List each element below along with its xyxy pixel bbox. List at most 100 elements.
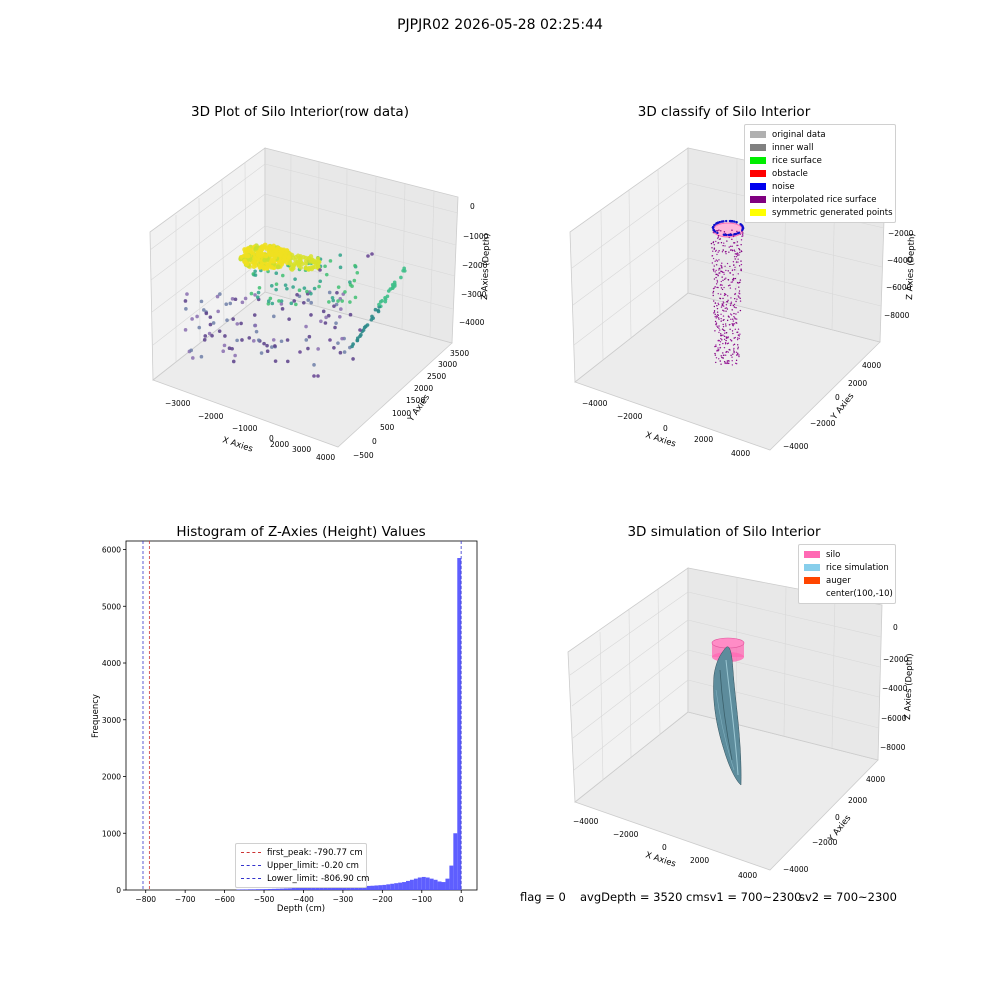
scatter-point	[723, 286, 725, 289]
scatter-point	[189, 348, 193, 353]
scatter-point	[731, 324, 734, 326]
legend-label: Lower_limit: -806.90 cm	[267, 873, 370, 884]
scatter-point	[312, 363, 316, 367]
scatter-point	[348, 280, 352, 284]
scatter-point	[735, 300, 737, 303]
scatter-point	[717, 339, 720, 342]
scatter-point	[355, 270, 360, 275]
histogram-title: Histogram of Z-Axies (Height) Values	[176, 524, 426, 540]
scatter-point	[721, 251, 724, 253]
scatter-point	[732, 304, 735, 307]
scatter-point	[277, 299, 281, 303]
scatter-point	[723, 330, 726, 332]
scatter-point	[731, 360, 733, 362]
scatter-point	[711, 247, 713, 249]
scatter-point	[729, 338, 732, 341]
scatter-point	[327, 300, 331, 304]
scatter-point	[376, 309, 381, 314]
scatter-point	[336, 285, 341, 289]
scatter-point	[253, 245, 259, 251]
scatter-point	[738, 296, 740, 298]
scatter-point	[361, 328, 366, 332]
scatter-point	[714, 313, 716, 316]
scatter-point	[259, 351, 264, 355]
scatter-point	[268, 296, 273, 301]
scatter-point	[280, 273, 285, 278]
scatter-point	[729, 287, 732, 289]
histogram-bar	[390, 883, 395, 890]
scatter-point	[718, 250, 720, 252]
scatter-point	[731, 229, 733, 231]
scatter-point	[221, 349, 226, 354]
p1-xtick: −1000	[232, 424, 258, 433]
scatter-point	[252, 255, 258, 261]
scatter-point	[739, 233, 742, 235]
legend-swatch	[750, 157, 766, 164]
scatter-point	[714, 230, 717, 233]
scatter-point	[725, 253, 727, 255]
scatter-point	[323, 321, 328, 325]
scatter-point	[285, 359, 290, 364]
scatter-point	[722, 233, 726, 236]
p2-ytick: −2000	[810, 419, 836, 428]
scatter-point	[253, 269, 257, 274]
scatter-point	[277, 251, 283, 257]
scatter-point	[715, 276, 717, 279]
scatter-point	[725, 307, 728, 309]
scatter-point	[733, 323, 736, 325]
scatter-point	[734, 277, 737, 280]
scatter-point	[715, 259, 718, 261]
scatter-point	[336, 299, 340, 303]
scatter-point	[740, 269, 742, 272]
p1-ztick: −4000	[459, 318, 485, 327]
p1-xtick: −2000	[198, 412, 224, 421]
scatter-point	[201, 308, 206, 312]
scatter-point	[722, 357, 724, 359]
p2-xtick: −2000	[617, 412, 643, 421]
legend-entry: original data	[750, 128, 890, 141]
legend-label: noise	[772, 181, 795, 192]
histogram-bar	[417, 877, 422, 890]
legend-swatch	[750, 131, 766, 138]
scatter-point	[714, 345, 716, 348]
legend-swatch	[804, 577, 820, 584]
scatter-point	[729, 272, 731, 274]
scatter-point	[240, 338, 244, 342]
scatter-point	[328, 259, 333, 263]
scatter-point	[292, 299, 297, 303]
scatter-point	[332, 304, 336, 308]
scatter-point	[715, 240, 717, 243]
scatter-point	[717, 349, 720, 351]
scatter-point	[733, 347, 735, 350]
scatter-point	[262, 341, 266, 346]
scatter-point	[304, 324, 308, 329]
scatter-point	[728, 246, 730, 248]
scatter-point	[733, 349, 735, 351]
histogram-xtick-label: −400	[293, 895, 314, 904]
scatter-point	[740, 239, 743, 241]
histogram-bar	[311, 887, 316, 890]
scatter-point	[348, 300, 352, 304]
scatter-point	[726, 319, 729, 322]
legend-entry: noise	[750, 180, 890, 193]
scatter-point	[729, 304, 732, 307]
flag-text: flag = 0	[520, 890, 566, 904]
panel1-axes-box	[149, 147, 459, 448]
histogram-bar	[398, 882, 403, 890]
scatter-point	[736, 298, 738, 300]
p3-ztick: −4000	[882, 684, 908, 693]
scatter-point	[727, 315, 730, 317]
scatter-point	[733, 351, 735, 353]
scatter-point	[252, 313, 257, 317]
histogram-xticks: −800 −700 −600 −500 −400 −300 −200 −100 0	[135, 890, 464, 904]
scatter-point	[716, 237, 719, 239]
histogram-xtick-label: −700	[175, 895, 196, 904]
scatter-point	[724, 278, 726, 280]
scatter-point	[724, 245, 726, 247]
histogram-bar	[331, 887, 336, 890]
scatter-point	[366, 254, 370, 258]
scatter-point	[739, 279, 742, 281]
scatter-point	[269, 284, 274, 288]
histogram-bar	[437, 881, 442, 890]
scatter-point	[725, 293, 727, 296]
